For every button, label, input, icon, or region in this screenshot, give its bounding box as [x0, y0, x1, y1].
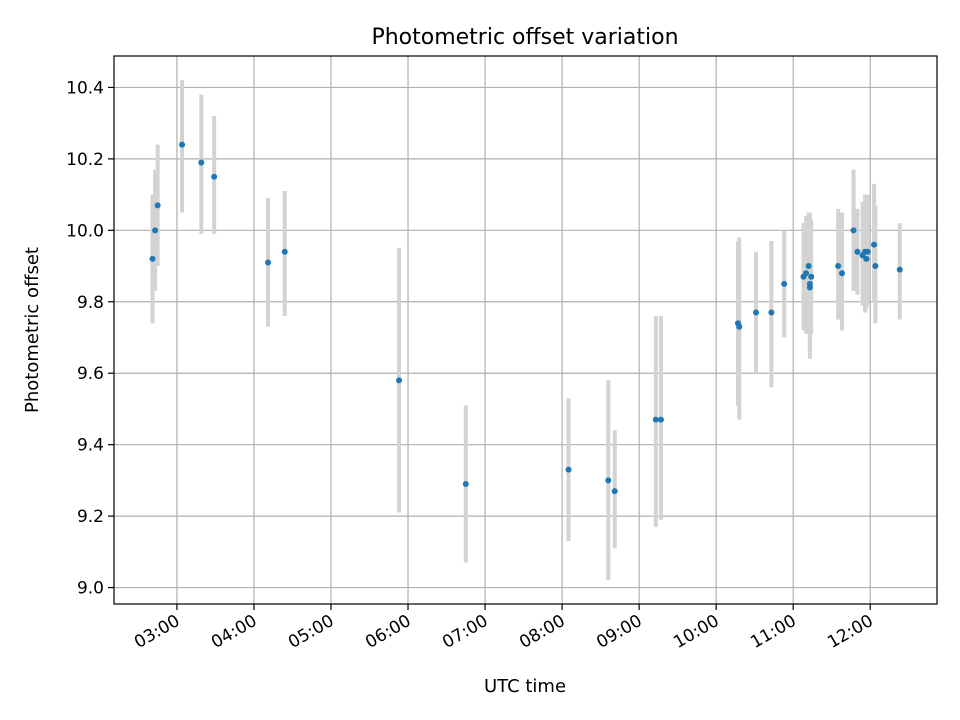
data-point: [806, 280, 813, 287]
data-point: [808, 273, 815, 280]
data-point: [281, 248, 288, 255]
data-point: [152, 227, 159, 234]
x-tick-label: 04:00: [208, 611, 260, 653]
y-tick-label: 9.8: [77, 293, 104, 313]
y-tick-label: 9.2: [77, 507, 104, 527]
data-point: [850, 227, 857, 234]
data-point: [179, 141, 186, 148]
data-point: [657, 416, 664, 423]
y-tick-label: 10.4: [66, 78, 104, 98]
x-tick-label: 06:00: [362, 611, 414, 653]
chart-title: Photometric offset variation: [371, 25, 678, 50]
y-tick-label: 9.4: [77, 436, 104, 456]
data-point: [154, 202, 161, 209]
grid: [114, 56, 937, 604]
data-points: [149, 141, 903, 495]
data-point: [611, 488, 618, 495]
x-tick-label: 10:00: [670, 611, 722, 653]
y-tick-label: 10.0: [66, 221, 104, 241]
data-point: [605, 477, 612, 484]
data-point: [835, 263, 842, 270]
x-tick-label: 07:00: [439, 611, 491, 653]
x-tick-label: 05:00: [285, 611, 337, 653]
data-point: [871, 241, 878, 248]
x-tick-label: 11:00: [747, 611, 799, 653]
error-bars: [150, 80, 902, 581]
data-point: [896, 266, 903, 273]
data-point: [781, 280, 788, 287]
y-tick-label: 10.2: [66, 150, 104, 170]
data-point: [768, 309, 775, 316]
data-point: [805, 263, 812, 270]
y-tick-label: 9.6: [77, 364, 104, 384]
data-point: [149, 255, 156, 262]
data-point: [872, 263, 879, 270]
data-point: [652, 416, 659, 423]
data-point: [863, 255, 870, 262]
x-tick-label: 08:00: [516, 611, 568, 653]
x-tick-label: 09:00: [593, 611, 645, 653]
data-point: [854, 248, 861, 255]
data-point: [265, 259, 272, 266]
data-point: [803, 270, 810, 277]
data-point: [752, 309, 759, 316]
y-axis-ticks: 9.0 9.2 9.4 9.6 9.8 10.0 10.2 10.4: [66, 78, 114, 599]
x-tick-label: 03:00: [131, 611, 183, 653]
data-point: [396, 377, 403, 384]
y-axis-label: Photometric offset: [22, 247, 43, 413]
data-point: [736, 323, 743, 330]
data-point: [211, 173, 218, 180]
x-tick-label: 12:00: [824, 611, 876, 653]
x-axis-ticks: 03:00 04:00 05:00 06:00 07:00 08:00 09:00 10:00…: [131, 604, 877, 653]
y-tick-label: 9.0: [77, 579, 104, 599]
plot-frame: [113, 55, 938, 605]
data-point: [565, 466, 572, 473]
data-point: [198, 159, 205, 166]
data-point: [838, 270, 845, 277]
x-axis-label: UTC time: [484, 676, 566, 697]
data-point: [864, 248, 871, 255]
data-point: [462, 480, 469, 487]
